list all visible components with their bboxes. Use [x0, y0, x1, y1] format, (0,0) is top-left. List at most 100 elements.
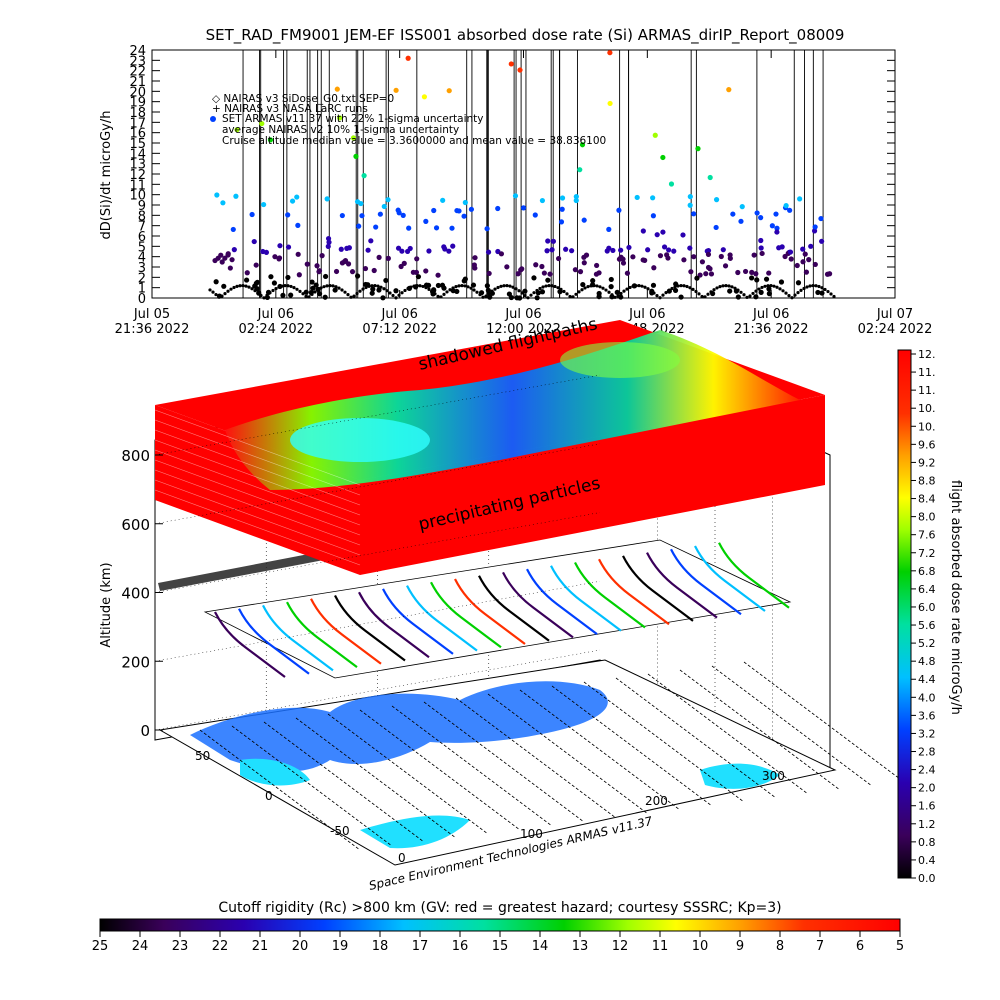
top-point — [234, 127, 240, 133]
slab-stripe — [154, 469, 361, 546]
top-y-tick-label: 9 — [138, 199, 146, 214]
top-point — [481, 295, 485, 299]
top-point — [462, 199, 468, 206]
top-point — [634, 194, 640, 201]
top-point — [316, 269, 322, 275]
bottom-colorbar-tick-label: 17 — [412, 939, 429, 954]
top-point — [332, 287, 338, 293]
top-y-tick-label: 12 — [129, 168, 146, 183]
floor-track-line — [327, 713, 489, 835]
top-point — [569, 248, 575, 254]
chart-title: SET_RAD_FM9001 JEM-EF ISS001 absorbed do… — [206, 26, 845, 45]
top-point — [314, 263, 320, 269]
top-point — [406, 225, 412, 231]
altitude-gridline — [154, 581, 601, 662]
top-point — [261, 201, 267, 208]
top-point — [793, 293, 797, 297]
top-point — [735, 294, 741, 300]
top-point — [304, 261, 310, 267]
top-point — [522, 288, 528, 294]
top-point — [349, 295, 353, 299]
right-colorbar-tick-label: 11. — [918, 384, 936, 397]
top-point — [581, 260, 587, 266]
top-point — [708, 271, 715, 277]
top-point — [380, 295, 386, 301]
top-point — [413, 284, 419, 290]
top-point — [514, 287, 518, 291]
top-point — [799, 288, 803, 292]
floor-track-line — [679, 669, 841, 791]
top-y-tick-label: 3 — [138, 261, 146, 276]
top-point — [489, 290, 495, 296]
top-point — [532, 291, 536, 295]
top-point — [795, 280, 802, 286]
top-point — [518, 267, 524, 273]
top-point — [504, 264, 510, 270]
top-point — [208, 288, 212, 292]
sheet-track-line — [694, 545, 766, 612]
floor-track-line — [519, 689, 681, 811]
top-legend-entry: SET ARMAS v11.37 with 22% 1-sigma uncert… — [222, 113, 484, 125]
top-point — [620, 256, 626, 262]
top-point — [495, 205, 501, 212]
top-point — [508, 61, 514, 67]
top-point — [272, 254, 278, 260]
top-point — [823, 287, 827, 292]
top-point — [796, 290, 800, 295]
right-colorbar-tick-label: 6.0 — [918, 601, 936, 614]
top-point — [538, 286, 542, 291]
top-point — [706, 292, 710, 296]
top-point — [315, 286, 321, 292]
top-point — [485, 249, 492, 255]
top-point — [558, 219, 565, 225]
top-point — [643, 285, 647, 289]
top-point — [691, 211, 697, 217]
top-point — [352, 294, 356, 298]
top-point — [229, 257, 235, 263]
top-point — [362, 265, 369, 272]
top-point — [655, 293, 659, 298]
top-point — [640, 284, 644, 288]
top-point — [563, 246, 569, 252]
top-point — [596, 270, 602, 276]
top-point — [361, 287, 365, 291]
top-point — [383, 277, 389, 284]
top-point — [787, 249, 794, 255]
top-point — [376, 287, 382, 293]
right-colorbar-tick-label: 4.8 — [918, 655, 936, 668]
top-point — [679, 284, 683, 288]
top-point — [580, 288, 584, 292]
top-point — [339, 212, 345, 219]
top-point — [691, 287, 695, 292]
top-point — [782, 253, 788, 260]
top-point — [324, 196, 330, 202]
sheet-track-line — [622, 555, 694, 622]
top-point — [559, 206, 565, 212]
top-y-tick-label: 24 — [129, 44, 146, 59]
top-point — [385, 197, 391, 203]
top-point — [274, 286, 278, 291]
top-point — [774, 225, 780, 231]
sheet-track-line — [382, 588, 454, 655]
top-point — [363, 281, 369, 288]
top-point — [787, 207, 793, 213]
top-point — [325, 243, 331, 250]
top-point — [344, 245, 350, 251]
top-point — [574, 292, 578, 296]
top-point — [778, 279, 785, 285]
hazard-slab-core — [290, 418, 430, 462]
altitude-axis-label: Altitude (km) — [99, 562, 114, 647]
top-point — [710, 290, 716, 297]
top-point — [620, 260, 627, 266]
top-point — [722, 263, 729, 269]
right-colorbar-tick-label: 3.2 — [918, 727, 936, 740]
right-colorbar-tick-label: 7.6 — [918, 529, 936, 542]
top-point — [485, 287, 491, 293]
top-y-tick-label: 11 — [129, 178, 146, 193]
altitude-gridline — [154, 512, 601, 593]
top-point — [724, 284, 728, 288]
top-point — [484, 226, 490, 232]
top-point — [562, 289, 566, 294]
top-y-tick-label: 4 — [138, 251, 146, 266]
